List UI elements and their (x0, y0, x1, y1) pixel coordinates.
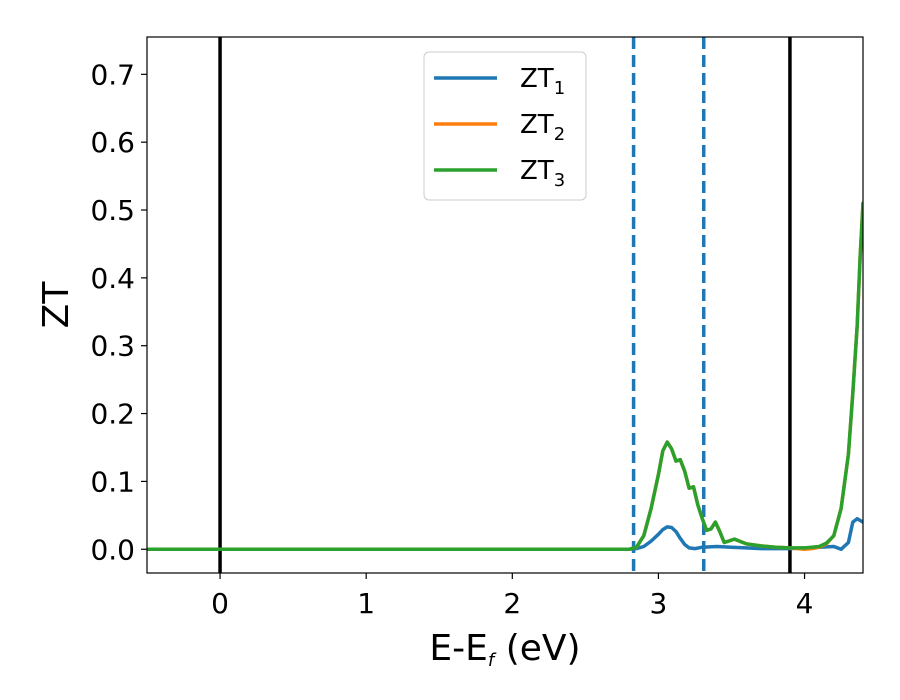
series-layer (147, 201, 863, 552)
x-axis-label-subscript: f (488, 650, 497, 671)
x-tick-label: 1 (357, 587, 375, 620)
legend-label-2: ZT2 (520, 110, 565, 145)
y-tick-label: 0.0 (90, 533, 135, 566)
plot-frame (146, 36, 864, 574)
x-tick-label: 2 (503, 587, 521, 620)
reference-lines (218, 37, 792, 573)
y-axis-ticks: 0.0 0.1 0.2 0.3 0.4 0.5 0.6 0.7 (90, 58, 147, 566)
legend-label-1: ZT1 (520, 64, 565, 99)
series-line-1 (147, 516, 863, 552)
y-tick-label: 0.7 (90, 58, 135, 91)
y-tick-label: 0.4 (90, 262, 135, 295)
series-line-3 (147, 201, 863, 552)
legend: ZT1 ZT2 ZT3 (423, 51, 587, 201)
y-tick-label: 0.2 (90, 398, 135, 431)
y-axis-label: ZT (36, 281, 77, 329)
legend-label-3: ZT3 (520, 156, 565, 191)
x-tick-label: 3 (650, 587, 668, 620)
x-axis-label: E-Ef (eV) (429, 628, 580, 671)
y-tick-label: 0.1 (90, 465, 135, 498)
x-axis-ticks: 0 1 2 3 4 (211, 573, 813, 620)
x-tick-label: 0 (211, 587, 229, 620)
x-tick-label: 4 (796, 587, 814, 620)
legend-box (423, 51, 587, 201)
y-tick-label: 0.3 (90, 330, 135, 363)
y-tick-label: 0.6 (90, 126, 135, 159)
series-line-2 (147, 201, 863, 552)
y-tick-label: 0.5 (90, 194, 135, 227)
